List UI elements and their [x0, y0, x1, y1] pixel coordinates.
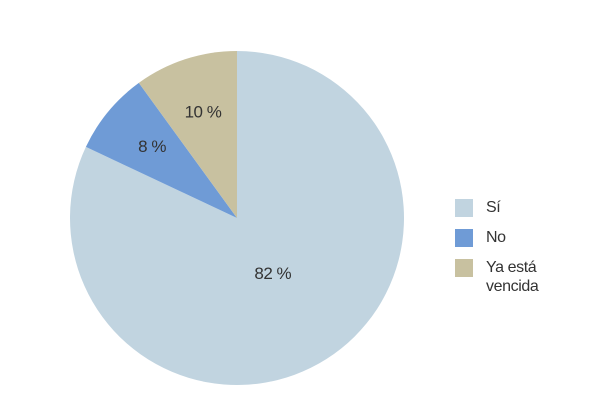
legend-label: No: [486, 229, 506, 246]
legend-label: Ya está vencida: [486, 259, 539, 295]
data-label: 10 %: [185, 103, 222, 122]
legend-item: No: [455, 228, 545, 247]
legend-item: Sí: [455, 198, 545, 217]
pie-slice: [85, 82, 237, 218]
legend-swatch: [455, 229, 473, 247]
data-label: 82 %: [254, 264, 291, 283]
legend-item: Ya está vencida: [455, 258, 545, 296]
legend-label: Sí: [486, 199, 501, 216]
legend: Sí No Ya está vencida: [455, 198, 545, 307]
legend-swatch: [455, 259, 473, 277]
legend-swatch: [455, 199, 473, 217]
data-label: 8 %: [138, 137, 166, 156]
pie-slice: [138, 51, 237, 218]
